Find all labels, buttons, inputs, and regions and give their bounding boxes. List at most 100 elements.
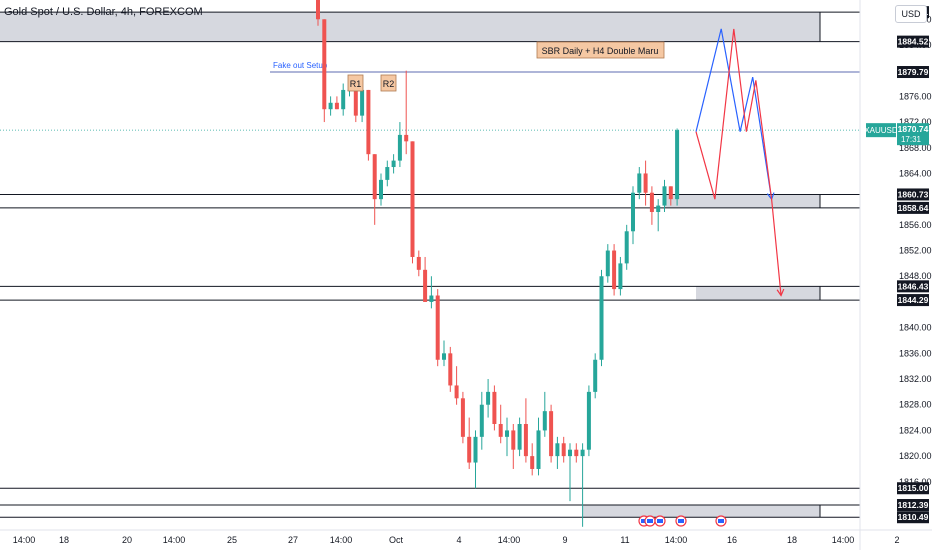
x-tick-label: 11: [620, 535, 629, 545]
level-tag: [897, 66, 929, 79]
candle-body: [385, 167, 390, 180]
candle-body: [586, 391, 591, 450]
y-tick-label: 1856.00: [899, 220, 932, 230]
candle-body: [498, 424, 503, 437]
candle-body: [429, 295, 434, 302]
event-flag-icon-inner: [647, 519, 653, 523]
red-projection-arrowhead: [776, 288, 785, 297]
candle-body: [492, 391, 497, 424]
candle-body: [517, 424, 522, 450]
price-axis: [860, 0, 932, 550]
y-tick-label: 1816.00: [899, 477, 932, 487]
r1-label-box: [347, 74, 364, 92]
candle-body: [366, 89, 371, 155]
r2-label: R2: [383, 79, 395, 89]
candle-body: [435, 295, 440, 360]
candle-body: [605, 250, 610, 277]
annotation-box-text: SBR Daily + H4 Double Maru: [542, 46, 659, 56]
event-flag-icon-inner: [641, 519, 647, 523]
candle-body: [574, 449, 579, 457]
candle-body: [353, 89, 358, 116]
x-tick-label: 20: [122, 535, 132, 545]
candle-body: [662, 186, 667, 206]
x-tick-label: Oct: [389, 535, 404, 545]
candle-body: [454, 385, 459, 399]
y-tick-label: 1832.00: [899, 374, 932, 384]
x-tick-label: 18: [59, 535, 69, 545]
r1-label: R1: [350, 79, 362, 89]
level-tag: [897, 499, 929, 512]
candle-body: [624, 231, 629, 264]
x-tick-label: 9: [562, 535, 567, 545]
zone-box: [664, 194, 820, 208]
zone-box: [696, 286, 820, 301]
candle-body: [649, 192, 654, 212]
symbol-tag: [866, 123, 896, 138]
candle-body: [372, 154, 377, 200]
event-flag-icon-inner: [718, 519, 724, 523]
candle-body: [486, 391, 491, 405]
event-flag-icon-inner: [678, 519, 684, 523]
candle-body: [505, 430, 509, 437]
candle-body: [612, 250, 617, 290]
candle-body: [675, 130, 680, 200]
annotation-box: [536, 41, 665, 59]
candle-body: [391, 160, 396, 168]
r2-label-box: [380, 74, 397, 92]
event-markers[interactable]: [638, 515, 727, 527]
candle-body: [410, 141, 415, 257]
level-tag: [897, 280, 929, 293]
zone-box: [582, 505, 820, 518]
price-tag-value: 1870.74: [898, 124, 929, 134]
x-tick-label: 25: [227, 535, 237, 545]
x-tick-label: 14:00: [498, 535, 521, 545]
candle-body: [360, 89, 365, 116]
candle-body: [523, 424, 528, 457]
symbol-tag-label: XAUUSD: [864, 126, 898, 135]
x-tick-label: 16: [727, 535, 737, 545]
level-tag: [897, 188, 929, 201]
candle-body: [568, 449, 572, 457]
currency-selector[interactable]: USD: [895, 5, 927, 23]
levels: Fake out Setup: [0, 61, 860, 489]
y-tick-label: 1848.00: [899, 271, 932, 281]
level-tag: [897, 35, 929, 48]
candle-body: [322, 19, 327, 110]
candle-body: [479, 404, 484, 437]
candle-body: [549, 411, 554, 457]
candle-body: [580, 449, 585, 457]
x-tick-label: 2: [894, 535, 899, 545]
zone-box: [0, 12, 820, 42]
price-tag-countdown: 17:31: [901, 135, 922, 144]
candle-body: [555, 443, 560, 457]
candle-body: [316, 0, 320, 20]
blue-projection: [695, 28, 773, 200]
candle-body: [656, 205, 661, 212]
y-tick-label: 1872.00: [899, 117, 932, 127]
chart-title: Gold Spot / U.S. Dollar, 4h, FOREXCOM: [4, 6, 203, 18]
candle-body: [643, 173, 648, 193]
candle-body: [460, 398, 465, 437]
y-tick-label: 1868.00: [899, 143, 932, 153]
event-flag-icon-inner: [657, 519, 663, 523]
candle-body: [618, 263, 623, 290]
candle-body: [442, 353, 446, 360]
candle-body: [416, 256, 421, 270]
price-tag: [897, 123, 929, 146]
candle-body: [341, 89, 346, 110]
y-tick-label: 1876.00: [899, 91, 932, 101]
annotations: SBR Daily + H4 Double Maru R1 R2: [347, 41, 665, 92]
candle-body: [423, 269, 428, 302]
x-tick-label: 14:00: [13, 535, 36, 545]
level-tag: [897, 511, 929, 524]
x-tick-label: 18: [787, 535, 797, 545]
level-tag-label: 1815.00: [898, 483, 929, 493]
level-tag-label: 1844.29: [898, 295, 929, 305]
y-tick-label: 1836.00: [899, 348, 932, 358]
x-tick-label: 14:00: [330, 535, 353, 545]
candle-body: [397, 134, 402, 161]
projections: [695, 28, 785, 297]
candle-body: [511, 430, 516, 450]
